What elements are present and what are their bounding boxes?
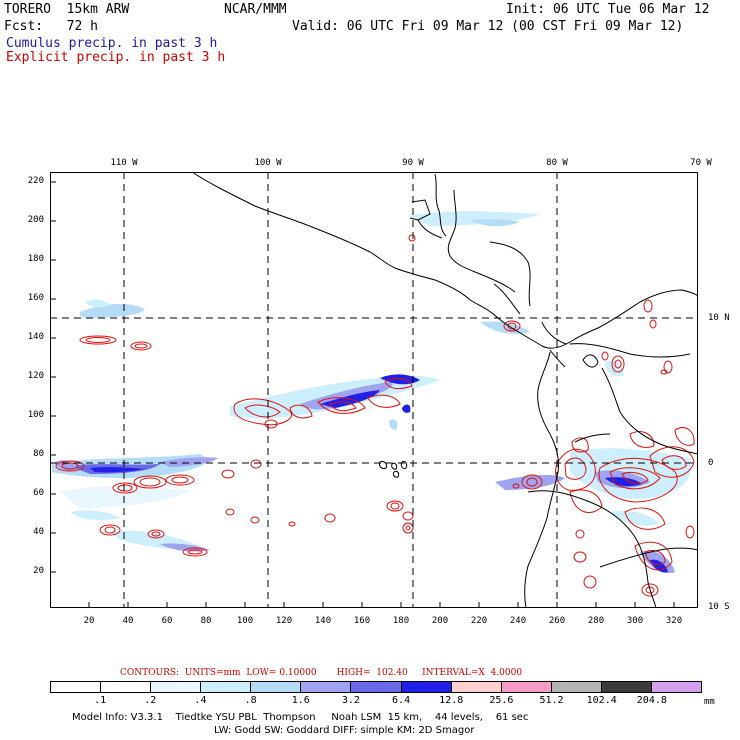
colorbar — [50, 681, 702, 693]
colorbar-label: .4 — [194, 695, 207, 706]
colorbar-swatch — [101, 682, 152, 692]
explicit-precip-contours — [55, 234, 695, 597]
lon-label-70w: 70 W — [690, 158, 712, 168]
x-tick-220: 220 — [470, 616, 488, 626]
x-tick-40: 40 — [122, 616, 134, 626]
x-tick-240: 240 — [509, 616, 527, 626]
physics-info: LW: Godd SW: Goddard DIFF: simple KM: 2D… — [214, 725, 475, 736]
x-tick-300: 300 — [626, 616, 644, 626]
lon-label-90w: 90 W — [402, 158, 424, 168]
y-tick-180: 180 — [27, 254, 44, 264]
graticule-lines — [50, 172, 698, 608]
colorbar-swatch — [301, 682, 352, 692]
colorbar-swatch — [401, 682, 452, 692]
axis-ticks — [50, 181, 675, 608]
colorbar-label: 204.8 — [636, 695, 667, 706]
colorbar-label: 3.2 — [341, 695, 360, 706]
colorbar-swatch — [151, 682, 202, 692]
x-tick-140: 140 — [314, 616, 332, 626]
y-tick-60: 60 — [33, 488, 44, 498]
y-tick-120: 120 — [27, 371, 44, 381]
x-tick-60: 60 — [161, 616, 173, 626]
y-tick-160: 160 — [27, 293, 44, 303]
colorbar-label: 25.6 — [489, 695, 514, 706]
precipitation-map — [50, 172, 698, 608]
y-tick-220: 220 — [27, 176, 44, 186]
legend-cumulus: Cumulus precip. in past 3 h — [6, 36, 218, 51]
y-tick-80: 80 — [33, 449, 44, 459]
x-tick-200: 200 — [431, 616, 449, 626]
colorbar-swatch — [601, 682, 652, 692]
colorbar-swatch — [451, 682, 502, 692]
lat-label-10s: 10 S — [708, 602, 730, 612]
y-tick-40: 40 — [33, 527, 44, 537]
colorbar-label: 6.4 — [392, 695, 411, 706]
colorbar-swatch — [501, 682, 552, 692]
colorbar-label: 51.2 — [539, 695, 564, 706]
contour-info: CONTOURS: UNITS=mm LOW= 0.10000 HIGH= 10… — [120, 668, 523, 678]
y-tick-140: 140 — [27, 332, 44, 342]
x-tick-100: 100 — [236, 616, 254, 626]
valid-time: Valid: 06 UTC Fri 09 Mar 12 (00 CST Fri … — [292, 19, 684, 34]
model-info: Model Info: V3.3.1 Tiedtke YSU PBL Thomp… — [72, 712, 529, 723]
x-tick-180: 180 — [392, 616, 410, 626]
y-tick-200: 200 — [27, 215, 44, 225]
colorbar-swatch — [551, 682, 602, 692]
colorbar-label: 102.4 — [586, 695, 617, 706]
x-tick-120: 120 — [275, 616, 293, 626]
lat-label-10n: 10 N — [708, 313, 730, 323]
coastlines-borders — [191, 172, 698, 608]
colorbar-label: .8 — [244, 695, 257, 706]
y-tick-100: 100 — [27, 410, 44, 420]
colorbar-label: .1 — [94, 695, 107, 706]
x-tick-20: 20 — [83, 616, 95, 626]
lat-label-0: 0 — [708, 458, 714, 468]
colorbar-label: 12.8 — [439, 695, 464, 706]
colorbar-swatch — [351, 682, 402, 692]
legend-explicit: Explicit precip. in past 3 h — [6, 50, 226, 65]
init-time: Init: 06 UTC Tue 06 Mar 12 — [506, 2, 710, 17]
y-tick-20: 20 — [33, 566, 44, 576]
forecast-hour: Fcst: 72 h — [4, 19, 98, 34]
x-tick-280: 280 — [587, 616, 605, 626]
x-tick-160: 160 — [353, 616, 371, 626]
lon-label-100w: 100 W — [254, 158, 282, 168]
colorbar-swatch — [651, 682, 702, 692]
center-label: NCAR/MMM — [224, 2, 287, 17]
colorbar-swatch — [201, 682, 252, 692]
colorbar-swatch — [251, 682, 302, 692]
colorbar-label: 1.6 — [291, 695, 310, 706]
colorbar-swatch — [51, 682, 102, 692]
lon-label-110w: 110 W — [110, 158, 138, 168]
model-title: TORERO 15km ARW — [4, 2, 130, 17]
x-tick-260: 260 — [548, 616, 566, 626]
colorbar-unit: mm — [704, 697, 715, 707]
colorbar-label: .2 — [144, 695, 157, 706]
x-tick-320: 320 — [665, 616, 683, 626]
x-tick-80: 80 — [200, 616, 212, 626]
lon-label-80w: 80 W — [546, 158, 568, 168]
